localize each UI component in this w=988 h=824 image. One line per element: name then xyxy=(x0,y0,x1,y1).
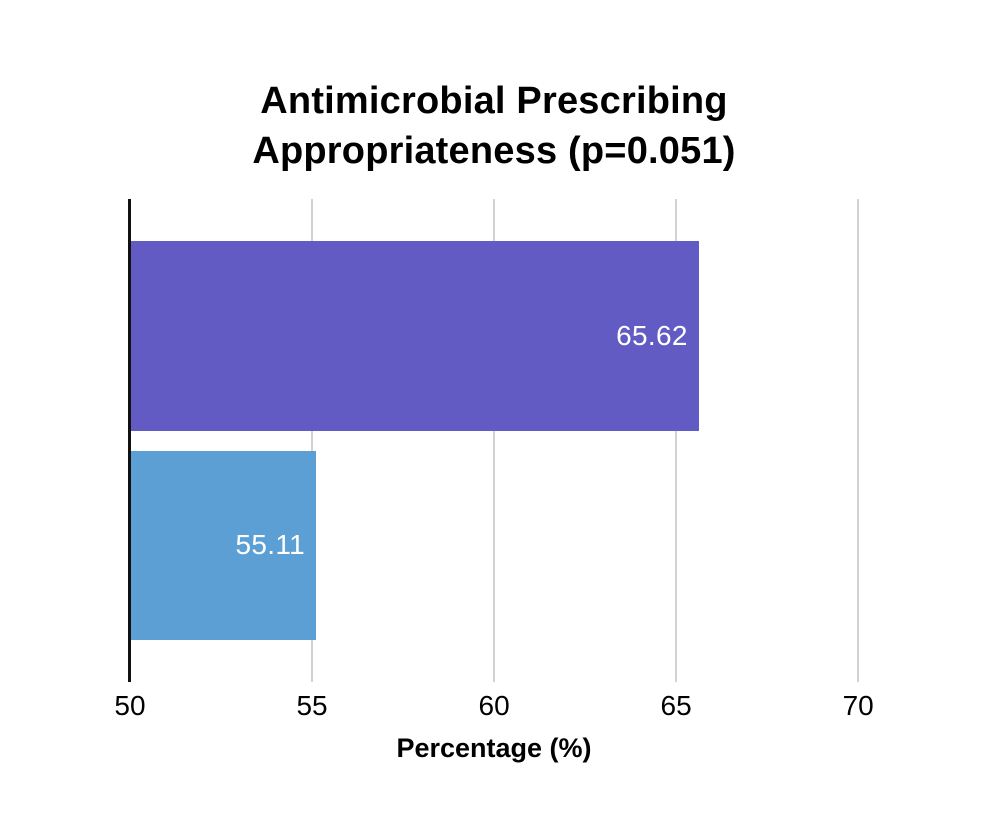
gridline-60 xyxy=(493,199,496,682)
chart-title-line1: Antimicrobial Prescribing xyxy=(260,80,728,122)
bar-value-label: 65.62 xyxy=(616,319,688,351)
bar-value-label: 55.11 xyxy=(235,529,306,561)
y-axis-baseline xyxy=(128,199,131,682)
x-tick-label-60: 60 xyxy=(478,690,510,721)
chart-title-line2: Appropriateness (p=0.051) xyxy=(252,130,736,172)
gridline-65 xyxy=(675,199,678,682)
x-tick-label-65: 65 xyxy=(660,690,692,721)
x-tick-label-50: 50 xyxy=(114,690,146,721)
bar-1: 65.62 xyxy=(130,241,699,431)
x-axis-title: Percentage (%) xyxy=(396,733,592,763)
x-tick-label-70: 70 xyxy=(842,690,874,721)
plot-area: 50 55 60 65 70 65.62 55.11 xyxy=(114,199,931,721)
gridline-55 xyxy=(311,199,314,682)
x-axis-tick-labels: 50 55 60 65 70 xyxy=(114,689,931,723)
gridline-70 xyxy=(857,199,860,682)
x-tick-label-55: 55 xyxy=(296,690,328,721)
chart-title: Antimicrobial Prescribing Appropriatenes… xyxy=(0,76,988,176)
bar-2: 55.11 xyxy=(130,450,317,640)
